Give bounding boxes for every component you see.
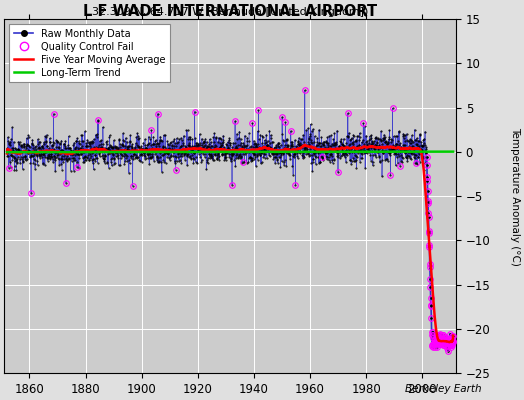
Legend: Raw Monthly Data, Quality Control Fail, Five Year Moving Average, Long-Term Tren: Raw Monthly Data, Quality Control Fail, …	[9, 24, 170, 82]
Text: Berkeley Earth: Berkeley Earth	[406, 384, 482, 394]
Title: L F WADE INTERNATIONAL AIRPORT: L F WADE INTERNATIONAL AIRPORT	[83, 4, 377, 19]
Text: 32.309 N, 64.717 W (Bermuda [United Kingdom]): 32.309 N, 64.717 W (Bermuda [United King…	[92, 7, 368, 17]
Y-axis label: Temperature Anomaly (°C): Temperature Anomaly (°C)	[510, 127, 520, 266]
